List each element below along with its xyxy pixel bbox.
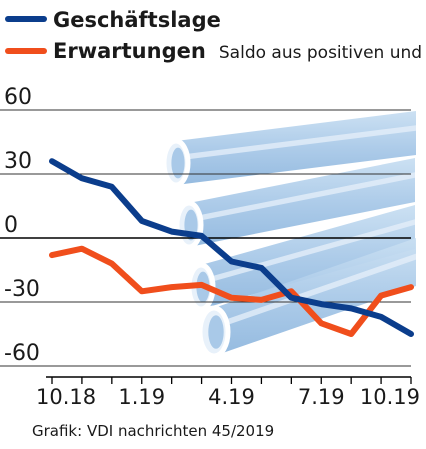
y-axis-ticks: 60 30 0 -30 -60 bbox=[4, 85, 40, 366]
tube-body bbox=[189, 158, 415, 247]
series-lines bbox=[49, 158, 414, 337]
legend-label-geschaeftslage: Geschäftslage bbox=[53, 8, 221, 32]
tube-inner bbox=[171, 147, 185, 179]
x-tick-label: 7.19 bbox=[298, 385, 345, 409]
series-line-erwartungen bbox=[49, 245, 414, 337]
tube-body bbox=[201, 205, 415, 309]
tube-body bbox=[176, 111, 416, 185]
source-note: Grafik: VDI nachrichten 45/2019 bbox=[32, 422, 274, 440]
legend: Geschäftslage Erwartungen Saldo aus posi… bbox=[5, 8, 426, 63]
x-tick-label: 1.19 bbox=[118, 385, 165, 409]
x-tick-label: 4.19 bbox=[208, 385, 255, 409]
legend-note: Saldo aus positiven und negativen Urteil… bbox=[219, 43, 426, 63]
series-line-geschaeftslage bbox=[49, 158, 414, 337]
y-tick-label: -60 bbox=[4, 341, 40, 366]
svg-text:Erwartungen Saldo aus po: Erwartungen Saldo aus positiven und nega… bbox=[53, 39, 426, 63]
x-tick-label: 10.18 bbox=[36, 385, 96, 409]
y-tick-label: 60 bbox=[4, 85, 32, 110]
tube-body bbox=[214, 238, 416, 356]
legend-label-erwartungen: Erwartungen bbox=[53, 39, 206, 63]
tube-inner bbox=[208, 315, 224, 349]
y-tick-label: 30 bbox=[4, 149, 32, 174]
y-tick-label: -30 bbox=[4, 277, 40, 302]
x-tick-label: 10.19 bbox=[360, 385, 420, 409]
x-axis-ticks: 10.18 1.19 4.19 7.19 10.19 bbox=[36, 376, 420, 409]
tube-highlight bbox=[214, 253, 416, 330]
tube-highlight bbox=[176, 125, 416, 161]
y-tick-label: 0 bbox=[4, 213, 18, 238]
tube-highlight bbox=[189, 172, 415, 223]
